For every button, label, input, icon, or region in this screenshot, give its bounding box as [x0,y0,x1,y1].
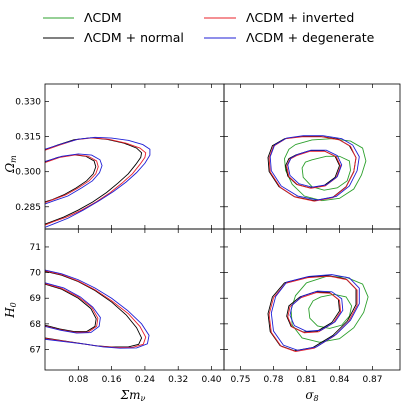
x-tick-label: 0.81 [296,375,316,385]
contour-cdm-degenerate-4 [45,136,151,228]
contour-cdm-degenerate-4 [45,269,150,349]
contour-cdm-inverted-5 [287,292,342,334]
y-tick-label: 71 [30,243,41,253]
panel-frame-sigma8-h0 [223,228,401,371]
x-axis-label-sigma8: σ8 [305,388,318,403]
y-tick-label: 70 [30,269,42,279]
x-axis-label-sum-mnu: Σmν [120,388,146,403]
contours-sigma8-omegam [267,135,367,202]
contours-sigma8-h0 [267,274,369,353]
y-tick-label: 68 [30,320,42,330]
contour-cdm-degenerate-5 [45,282,101,334]
panel-mnu-h0: 0.08 0.16 0.24 0.32 0.40 67 68 69 70 71 [30,228,225,385]
contour-cdm-degenerate-7 [287,149,343,188]
legend: ΛCDM ΛCDM + inverted ΛCDM + normal ΛCDM … [43,10,375,45]
x-tick-label: 0.16 [102,375,122,385]
panel-frame-mnu-h0 [44,228,225,371]
contour-cdm-normal-1 [45,283,97,332]
contour-cdm-0 [290,275,369,343]
contour-cdm-inverted-2 [45,270,147,348]
y-tick-label: 67 [30,345,41,355]
contour-cdm-inverted-3 [45,154,99,203]
legend-label-normal: ΛCDM + normal [84,30,184,45]
contours-mnu-h0 [45,269,150,349]
contour-cdm-inverted-4 [268,136,357,202]
contour-cdm-1 [301,155,351,191]
legend-label-inverted: ΛCDM + inverted [246,10,354,25]
contour-cdm-inverted-2 [45,137,147,226]
legend-label-degenerate: ΛCDM + degenerate [246,30,375,45]
x-tick-label: 0.75 [230,375,250,385]
contour-cdm-degenerate-6 [270,274,360,351]
contour-cdm-normal-0 [45,270,143,348]
y-axis-label-h0: H0 [3,302,18,319]
y-tick-label: 69 [30,294,42,304]
contour-cdm-1 [308,293,353,329]
contour-cdm-degenerate-6 [269,135,360,201]
x-tick-label: 0.87 [362,375,382,385]
panel-sigma8-omegam [223,83,401,230]
y-tick-label: 0.285 [15,203,41,213]
contour-cdm-degenerate-5 [45,153,103,205]
contour-cdm-degenerate-7 [289,290,344,332]
legend-label-lcdm: ΛCDM [84,10,122,25]
contour-cdm-normal-2 [267,275,357,352]
contour-cdm-inverted-5 [286,150,342,189]
contour-cdm-0 [284,138,367,202]
y-tick-label: 0.300 [15,168,41,178]
contour-cdm-normal-3 [286,291,340,333]
x-tick-label: 0.40 [201,375,221,385]
x-tick-label: 0.08 [68,375,88,385]
x-tick-label: 0.32 [168,375,188,385]
x-tick-label: 0.24 [135,375,155,385]
x-tick-label: 0.78 [263,375,283,385]
y-axis-label-omega-m: Ωm [3,155,18,174]
panel-frame-sigma8-omegam [223,83,401,230]
contours-mnu-omegam [45,136,151,228]
y-tick-label: 0.330 [15,98,41,108]
panel-mnu-omegam: 0.285 0.300 0.315 0.330 [15,83,225,230]
y-tick-label: 0.315 [15,133,41,143]
panel-frame-mnu-omegam [44,83,225,230]
panel-sigma8-h0: 0.75 0.78 0.81 0.84 0.87 [223,228,401,385]
x-tick-label: 0.84 [329,375,349,385]
